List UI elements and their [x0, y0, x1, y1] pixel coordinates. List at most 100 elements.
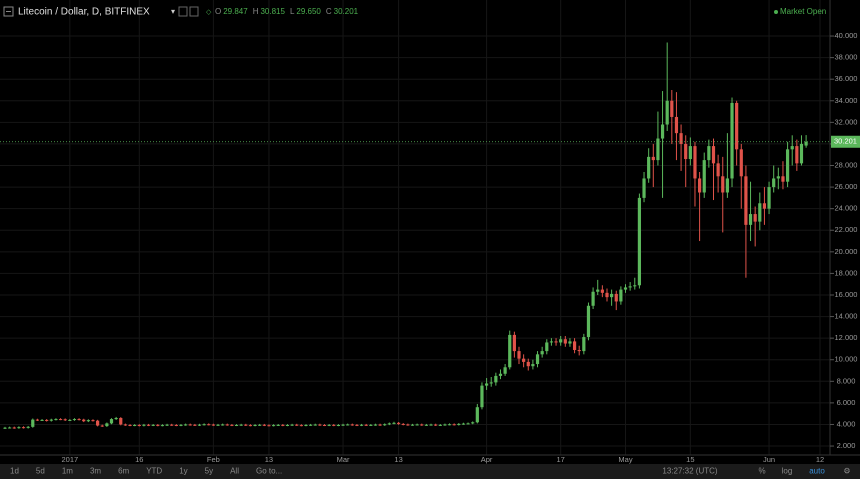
scale-option[interactable]: log — [782, 467, 793, 476]
last-price-label: 30.201 — [834, 137, 857, 146]
range-button[interactable]: 6m — [118, 467, 129, 476]
candle-body — [762, 203, 767, 209]
candle-body — [239, 424, 243, 426]
candle-body — [799, 143, 804, 164]
candle-body — [341, 424, 345, 426]
candle-body — [91, 420, 95, 422]
range-button[interactable]: 5y — [205, 467, 213, 476]
candle-body — [559, 339, 563, 343]
candle-body — [665, 100, 669, 125]
candle-body — [730, 102, 734, 179]
candle-body — [489, 382, 493, 384]
candle-body — [45, 419, 49, 421]
candle-body — [596, 289, 600, 292]
collapse-icon[interactable] — [3, 6, 14, 17]
candle-body — [406, 424, 410, 426]
candle-body — [790, 146, 794, 150]
candle-body — [517, 351, 521, 359]
candle-body — [253, 425, 257, 427]
candle-body — [373, 424, 378, 426]
candle-body — [415, 424, 419, 426]
y-tick-label: 34.000 — [835, 96, 858, 105]
candle-body — [684, 143, 688, 160]
candle-body — [322, 425, 327, 427]
candle-body — [614, 293, 618, 302]
y-tick-label: 38.000 — [835, 53, 858, 62]
candle-body — [600, 289, 604, 293]
candle-body — [397, 422, 401, 424]
candle-body — [188, 424, 192, 426]
range-button[interactable]: All — [230, 467, 239, 476]
candle-body — [660, 124, 665, 139]
x-tick-label: Apr — [481, 455, 493, 464]
candle-body — [735, 102, 739, 150]
symbol-dropdown[interactable]: ▾ — [171, 7, 175, 16]
candle-body — [503, 367, 507, 374]
settings-icon[interactable] — [178, 6, 188, 17]
candle-body — [429, 424, 433, 426]
x-tick-label: Mar — [337, 455, 350, 464]
candle-body — [484, 383, 489, 386]
candle-body — [133, 425, 137, 427]
ohlc-value: 30.815 — [260, 7, 285, 16]
candle-body — [225, 424, 229, 426]
candle-body — [77, 419, 81, 421]
candle-body — [693, 146, 697, 179]
range-button[interactable]: YTD — [146, 467, 162, 476]
y-tick-label: 20.000 — [835, 247, 858, 256]
ohlc-value: 29.650 — [296, 7, 321, 16]
candle-body — [711, 146, 716, 164]
candle-body — [211, 424, 215, 426]
candle-body — [151, 424, 155, 426]
compare-icon[interactable] — [189, 6, 199, 17]
goto-button[interactable]: Go to... — [256, 467, 282, 476]
symbol-title[interactable]: Litecoin / Dollar, D, BITFINEX — [18, 7, 150, 18]
candle-body — [420, 424, 424, 426]
candle-body — [721, 176, 725, 193]
scale-option[interactable]: % — [758, 467, 765, 476]
candle-body — [572, 341, 577, 351]
y-tick-label: 14.000 — [835, 312, 858, 321]
x-tick-label: 15 — [686, 455, 694, 464]
candle-body — [49, 419, 53, 421]
candle-body — [309, 424, 313, 426]
range-button[interactable]: 3m — [90, 467, 101, 476]
candle-body — [739, 149, 743, 177]
candle-body — [424, 424, 428, 426]
candle-body — [781, 176, 785, 182]
candle-body — [114, 417, 118, 420]
candle-body — [119, 417, 123, 425]
scale-option[interactable]: auto — [809, 467, 825, 476]
range-button[interactable]: 1d — [10, 467, 19, 476]
ohlc-value: 29.847 — [223, 7, 248, 16]
candle-body — [554, 341, 558, 343]
ohlc-dot: ◇ — [206, 9, 212, 16]
candle-body — [610, 293, 614, 298]
candle-body — [498, 373, 503, 376]
candle-body — [586, 305, 591, 338]
range-button[interactable]: 1m — [62, 467, 73, 476]
candle-body — [327, 424, 331, 426]
market-status-dot — [774, 10, 778, 14]
x-tick-label: 13 — [394, 455, 402, 464]
candle-body — [234, 425, 239, 427]
candle-body — [137, 425, 141, 427]
grid — [0, 0, 830, 455]
x-tick-label: 2017 — [61, 455, 78, 464]
range-button[interactable]: 5d — [36, 467, 45, 476]
candle-body — [540, 351, 544, 355]
y-tick-label: 4.000 — [837, 419, 856, 428]
time-axis: 2017 16 Feb 13 Mar 13 Apr 17 May 15 Jun 12 — [61, 455, 824, 464]
candle-body — [346, 424, 350, 426]
last-price-box — [831, 135, 860, 148]
settings-gear[interactable]: ⚙ — [843, 467, 850, 476]
candle-body — [318, 424, 322, 426]
candle-body — [109, 419, 114, 424]
x-tick-label: 13 — [265, 455, 273, 464]
candle-body — [230, 424, 234, 426]
range-button[interactable]: 1y — [179, 467, 187, 476]
candle-body — [86, 420, 90, 422]
x-tick-label: Jun — [763, 455, 775, 464]
candle-body — [8, 427, 12, 429]
